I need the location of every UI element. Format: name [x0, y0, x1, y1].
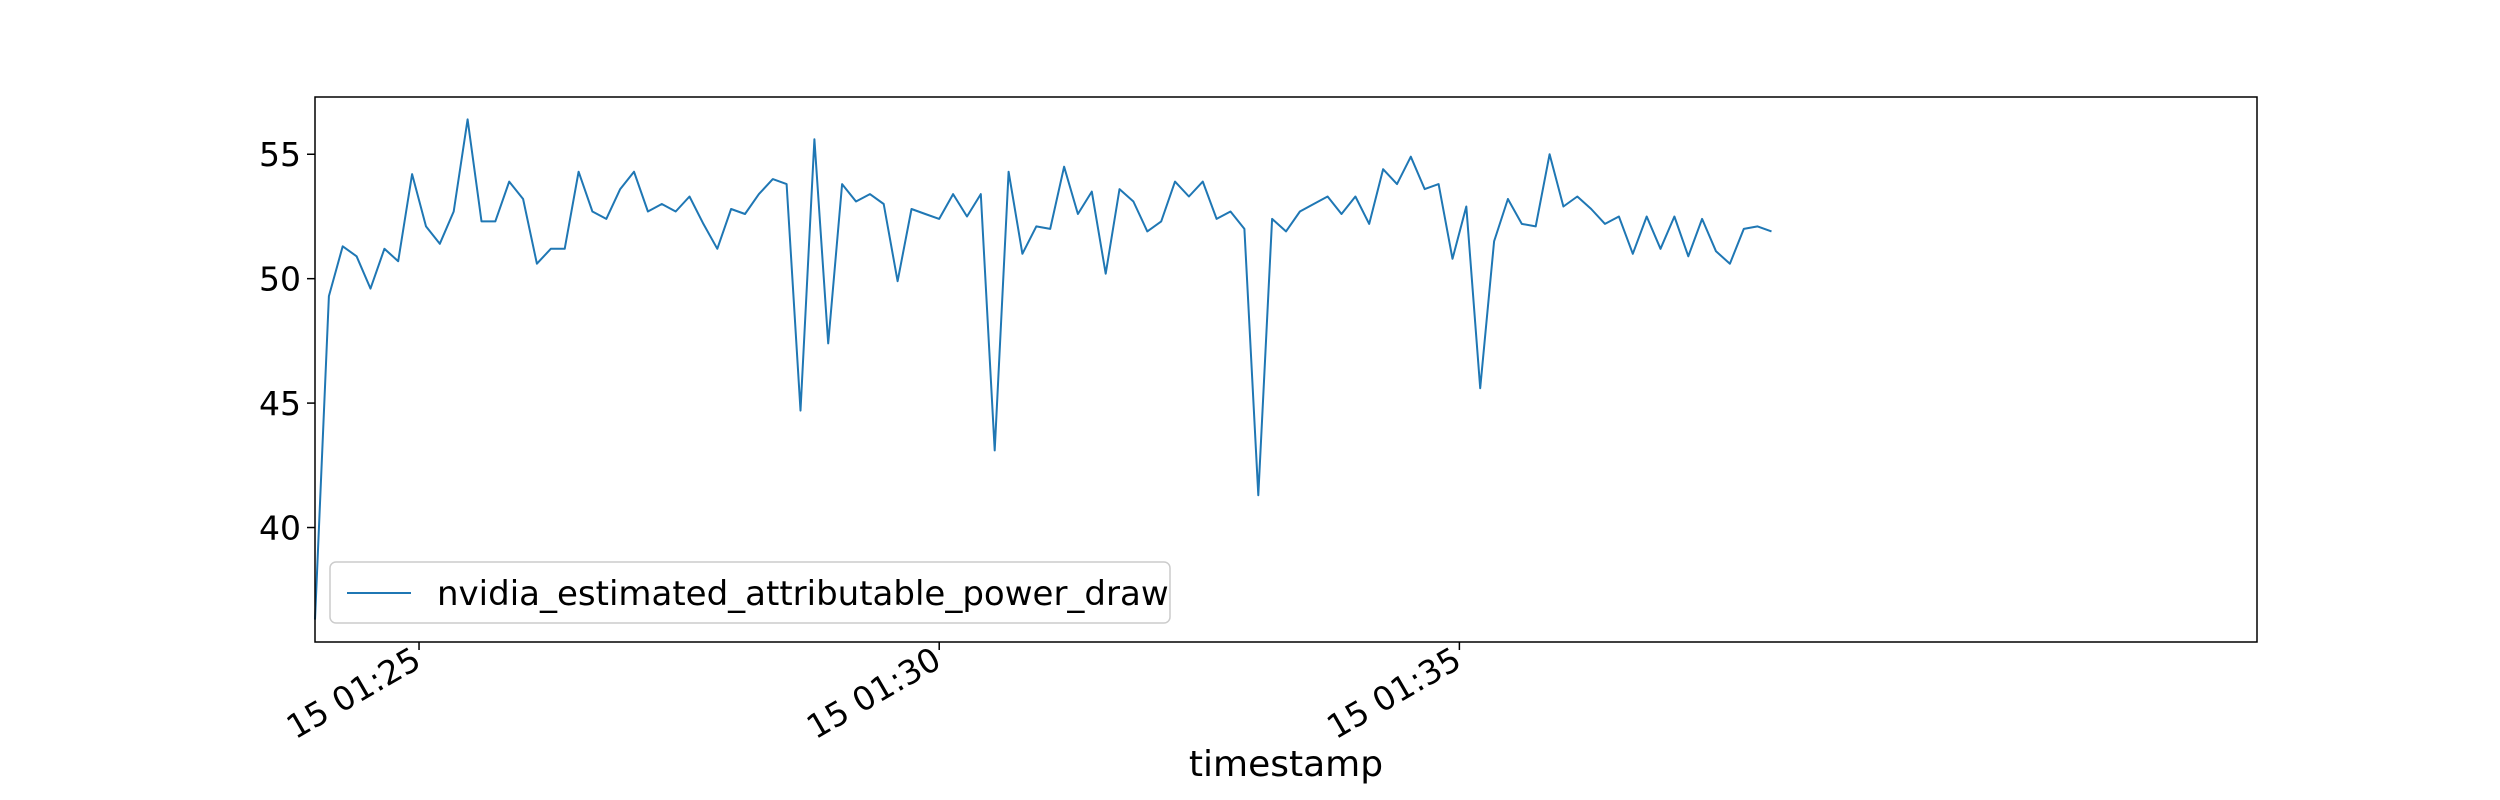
y-tick-label: 40 [259, 509, 301, 548]
series-line [314, 118, 1772, 620]
legend-label: nvidia_estimated_attributable_power_draw [437, 574, 1169, 614]
legend-box [329, 561, 1171, 624]
y-tick-label: 50 [259, 260, 301, 299]
plot-area-frame [314, 96, 2258, 643]
legend: nvidia_estimated_attributable_power_draw [329, 561, 1171, 624]
y-tick-label: 45 [259, 384, 301, 423]
y-tick-label: 55 [259, 135, 301, 174]
y-axis-ticks: 40 45 50 55 [259, 135, 315, 548]
x-axis-title: timestamp [1189, 744, 1383, 785]
